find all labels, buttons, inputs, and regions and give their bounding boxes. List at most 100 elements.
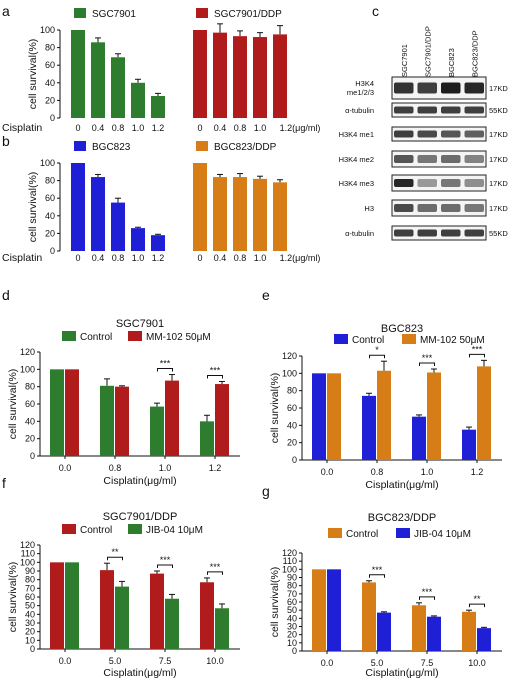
bar-e-MM-102 50μM-1.0: [427, 372, 441, 460]
chart-d-y-axis-label: cell survival(%): [7, 369, 19, 440]
x-tick-label-d: 0.0: [59, 463, 72, 473]
blot-strip: [391, 150, 487, 168]
chart-f-y-tick-label: 20: [25, 627, 35, 637]
chart-b-y-tick-label: 40: [45, 211, 55, 221]
chart-d-y-tick-label: 80: [25, 382, 35, 392]
bar-b-BGC823-0.4: [91, 177, 105, 251]
chart-g-y-tick-label: 10: [287, 638, 297, 648]
x-tick-label-a: 0.4: [214, 123, 227, 133]
chart-title-g: BGC823/DDP: [368, 512, 436, 524]
significance-bracket-e: [419, 362, 435, 366]
blot-band: [417, 204, 437, 212]
legend-label-d-0: Control: [80, 332, 112, 343]
blot-size-label: 17KD: [489, 204, 508, 213]
chart-f-y-tick-label: 10: [25, 635, 35, 645]
x-tick-label-e: 0.8: [371, 467, 384, 477]
legend-label-a-0: SGC7901: [92, 9, 136, 20]
blot-row-label: H3K4: [355, 79, 374, 88]
legend-label-a-1: SGC7901/DDP: [214, 9, 282, 20]
x-tick-label-g: 0.0: [321, 658, 334, 668]
bar-a-SGC7901-1.2: [151, 96, 165, 118]
x-tick-label-b: 0: [75, 253, 80, 263]
blot-size-label: 55KD: [489, 106, 508, 115]
blot-band: [417, 155, 437, 163]
blot-band: [441, 82, 461, 94]
significance-bracket-e: [369, 354, 385, 359]
significance-bracket-g: [419, 596, 435, 600]
significance-bracket-d: [207, 374, 223, 379]
panel-label-c: c: [372, 3, 379, 19]
legend-swatch-f-0: [62, 524, 76, 534]
bar-b-BGC823-1.0: [131, 228, 145, 251]
blot-size-label: 55KD: [489, 229, 508, 238]
bar-d-Control-1.2: [200, 421, 214, 456]
chart-d: SGC7901 Control MM-102 50μM 0 20 40 60 80 100 120…: [7, 318, 240, 487]
x-tick-label-b: 0: [197, 253, 202, 263]
bar-f-JIB-04 10μM-0.0: [65, 562, 79, 649]
chart-g-y-tick-label: 120: [282, 548, 297, 558]
blot-strip: [391, 174, 487, 192]
blot-strip: [391, 199, 487, 217]
chart-f-y-tick-label: 50: [25, 601, 35, 611]
bar-b-BGC823/DDP-0.8: [233, 177, 247, 251]
chart-g-y-tick-label: 70: [287, 589, 297, 599]
blot-lane-label: SGC7901/DDP: [423, 26, 432, 77]
bar-a-SGC7901-0.8: [111, 57, 125, 118]
blot-band: [394, 106, 414, 114]
significance-bracket-d: [157, 368, 173, 372]
chart-g-y-tick-label: 60: [287, 597, 297, 607]
panel-label-a: a: [2, 3, 10, 19]
x-tick-label-a: 1.2(μg/ml): [280, 123, 321, 133]
blot-lane-label: BGC823: [447, 48, 456, 77]
bar-d-MM-102 50μM-1.2: [215, 384, 229, 456]
x-tick-label-a: 0.8: [234, 123, 247, 133]
bar-a-SGC7901-1.0: [131, 82, 145, 118]
blot-band: [464, 229, 484, 237]
chart-g-y-axis-label: cell survival(%): [269, 567, 281, 638]
blot-row-label: H3: [364, 204, 374, 213]
legend-label-b-1: BGC823/DDP: [214, 142, 277, 153]
legend-swatch-d-1: [128, 331, 142, 341]
blot-size-label: 17KD: [489, 84, 508, 93]
blot-size-label: 17KD: [489, 179, 508, 188]
x-axis-label-d: Cisplatin(μg/ml): [103, 475, 176, 487]
bar-f-JIB-04 10μM-10.0: [215, 608, 229, 649]
bar-f-Control-10.0: [200, 582, 214, 649]
x-tick-label-b: 1.0: [132, 253, 145, 263]
blot-band: [417, 179, 437, 187]
chart-a-y-axis-label: cell survival(%): [27, 39, 39, 110]
chart-e-y-axis-label: cell survival(%): [269, 373, 281, 444]
bar-d-MM-102 50μM-0.8: [115, 386, 129, 456]
bar-a-SGC7901/DDP-0.8: [233, 36, 247, 118]
bar-a-SGC7901/DDP-0: [193, 30, 207, 118]
chart-a-y-tick-label: 20: [45, 95, 55, 105]
chart-e-y-tick-label: 40: [287, 420, 297, 430]
significance-mark-g: **: [473, 594, 481, 604]
legend-label-g-1: JIB-04 10μM: [414, 529, 471, 540]
x-tick-label-a: 1.0: [132, 123, 145, 133]
legend-swatch-g-1: [396, 528, 410, 538]
chart-e-y-tick-label: 100: [282, 368, 297, 378]
legend-label-g-0: Control: [346, 529, 378, 540]
x-tick-label-d: 1.0: [159, 463, 172, 473]
significance-mark-d: ***: [160, 359, 171, 369]
chart-g-y-tick-label: 90: [287, 573, 297, 583]
chart-f: SGC7901/DDP Control JIB-04 10μM 01020304050…: [7, 511, 240, 679]
x-tick-label-a: 0.8: [112, 123, 125, 133]
chart-f-y-tick-label: 60: [25, 592, 35, 602]
chart-b-y-tick-label: 80: [45, 176, 55, 186]
significance-mark-d: ***: [210, 365, 221, 375]
chart-e-y-tick-label: 0: [292, 455, 297, 465]
blot-band: [464, 179, 484, 187]
legend-label-f-1: JIB-04 10μM: [146, 525, 203, 536]
bar-b-BGC823/DDP-1.2: [273, 182, 287, 251]
chart-title-e: BGC823: [381, 323, 423, 335]
blot-lane-label: BGC823/DDP: [470, 30, 479, 77]
significance-bracket-f: [157, 564, 173, 568]
x-tick-label-a: 0: [197, 123, 202, 133]
blot-band: [394, 229, 414, 237]
chart-b-y-tick-label: 60: [45, 193, 55, 203]
legend-label-b-0: BGC823: [92, 142, 131, 153]
chart-f-y-tick-label: 80: [25, 575, 35, 585]
